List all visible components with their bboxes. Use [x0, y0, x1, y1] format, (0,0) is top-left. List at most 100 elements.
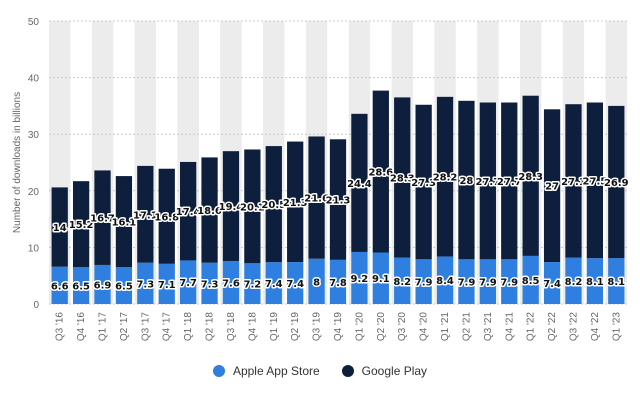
x-tick-label: Q3 '18 [226, 312, 237, 342]
x-tick-label: Q1 '19 [269, 312, 280, 342]
bar-google [201, 157, 218, 263]
bar-apple [265, 262, 282, 304]
data-label-apple: 7.9 [500, 278, 518, 289]
y-tick-label: 30 [28, 130, 40, 141]
legend-swatch-apple [212, 365, 225, 377]
data-label-apple: 7.4 [543, 279, 561, 290]
data-label-google: 16.7 [90, 214, 115, 225]
data-label-google: 16.8 [154, 212, 179, 223]
bar-apple [415, 259, 432, 304]
data-label-apple: 7.9 [458, 278, 476, 289]
x-tick-label: Q4 '22 [590, 312, 601, 342]
data-label-google: 24.4 [347, 179, 372, 190]
bar-apple [394, 257, 411, 304]
bar-google [415, 104, 432, 260]
legend: Apple App Store Google Play [0, 364, 640, 378]
data-label-apple: 8.2 [565, 277, 583, 288]
x-tick-label: Q4 '17 [162, 312, 173, 342]
data-label-apple: 9.1 [372, 274, 390, 285]
x-tick-label: Q4 '21 [504, 312, 515, 342]
bar-apple [158, 263, 175, 304]
bar-google [372, 90, 389, 253]
x-tick-label: Q2 '18 [205, 312, 216, 342]
y-tick-label: 20 [28, 187, 40, 198]
bar-apple [608, 258, 625, 304]
data-label-google: 17.1 [133, 210, 158, 221]
data-label-google: 20.5 [261, 200, 286, 211]
bar-google [158, 168, 175, 264]
bar-google [287, 141, 304, 263]
data-label-google: 18.6 [197, 206, 222, 217]
bar-apple [329, 259, 347, 304]
x-tick-label: Q3 '19 [312, 312, 323, 342]
data-label-apple: 6.5 [115, 282, 133, 293]
data-label-google: 20.1 [240, 202, 265, 213]
y-tick-label: 10 [28, 243, 40, 254]
legend-item-google[interactable]: Google Play [341, 364, 428, 378]
legend-item-apple[interactable]: Apple App Store [212, 364, 320, 378]
x-tick-label: Q2 '21 [461, 312, 472, 342]
stacked-bar-chart: 0 10 20 30 40 50 Number of downloads in billio… [12, 17, 630, 342]
bar-google [501, 102, 518, 260]
x-tick-label: Q1 '21 [440, 312, 451, 342]
bar-apple [137, 262, 154, 304]
data-label-google: 27.1 [561, 177, 586, 188]
bar-apple [351, 251, 368, 304]
bar-google [72, 181, 90, 268]
x-tick-label: Q1 '20 [354, 312, 365, 342]
x-tick-label: Q2 '19 [290, 312, 301, 342]
x-tick-label: Q3 '21 [483, 312, 494, 342]
data-label-apple: 8.2 [393, 277, 411, 288]
legend-label-google: Google Play [361, 364, 428, 378]
x-tick-label: Q4 '16 [76, 312, 87, 342]
data-label-apple: 7.6 [222, 278, 240, 289]
data-label-apple: 8.4 [436, 276, 454, 287]
bar-google [115, 176, 133, 268]
data-label-google: 28.3 [518, 172, 543, 183]
x-tick-label: Q1 '17 [98, 312, 109, 342]
bar-apple [308, 258, 325, 304]
bar-google [608, 105, 625, 259]
data-label-apple: 7.1 [158, 280, 176, 291]
x-tick-label: Q3 '20 [397, 312, 408, 342]
data-label-google: 28.3 [390, 173, 415, 184]
data-label-apple: 7.9 [479, 278, 497, 289]
bar-apple [201, 262, 218, 304]
data-label-google: 27.5 [583, 176, 608, 187]
bar-apple [586, 258, 604, 304]
data-label-apple: 7.4 [265, 279, 283, 290]
x-tick-label: Q3 '22 [568, 312, 579, 342]
data-label-google: 27.7 [497, 177, 522, 188]
data-label-google: 21.3 [283, 198, 308, 209]
bar-google [244, 149, 261, 264]
x-tick-label: Q3 '16 [55, 312, 66, 342]
bar-google [351, 113, 368, 252]
data-label-apple: 7.2 [244, 280, 262, 291]
data-label-apple: 7.7 [179, 278, 197, 289]
bar-google [222, 151, 240, 261]
bar-google [329, 139, 347, 260]
bar-apple [436, 256, 454, 304]
y-axis-label: Number of downloads in billions [12, 92, 23, 233]
bar-apple [72, 267, 90, 304]
data-label-apple: 6.6 [51, 281, 69, 292]
x-tick-label: Q4 '20 [419, 312, 430, 342]
bar-apple [565, 257, 582, 304]
bar-apple [115, 267, 133, 304]
x-tick-label: Q3 '17 [140, 312, 151, 342]
data-label-google: 28.6 [368, 168, 393, 179]
data-label-apple: 7.9 [415, 278, 433, 289]
data-label-apple: 8.1 [607, 277, 625, 288]
data-label-google: 21.3 [326, 196, 351, 207]
data-label-apple: 7.3 [201, 279, 219, 290]
x-tick-label: Q2 '17 [119, 312, 130, 342]
bar-google [51, 187, 68, 267]
bar-google [94, 170, 111, 265]
data-label-google: 15.2 [69, 220, 94, 231]
data-label-google: 17.4 [176, 207, 201, 218]
data-label-apple: 6.5 [72, 282, 90, 293]
bar-apple [372, 252, 389, 304]
data-label-apple: 8.5 [522, 276, 540, 287]
bar-google [565, 104, 582, 258]
bar-apple [222, 260, 240, 304]
